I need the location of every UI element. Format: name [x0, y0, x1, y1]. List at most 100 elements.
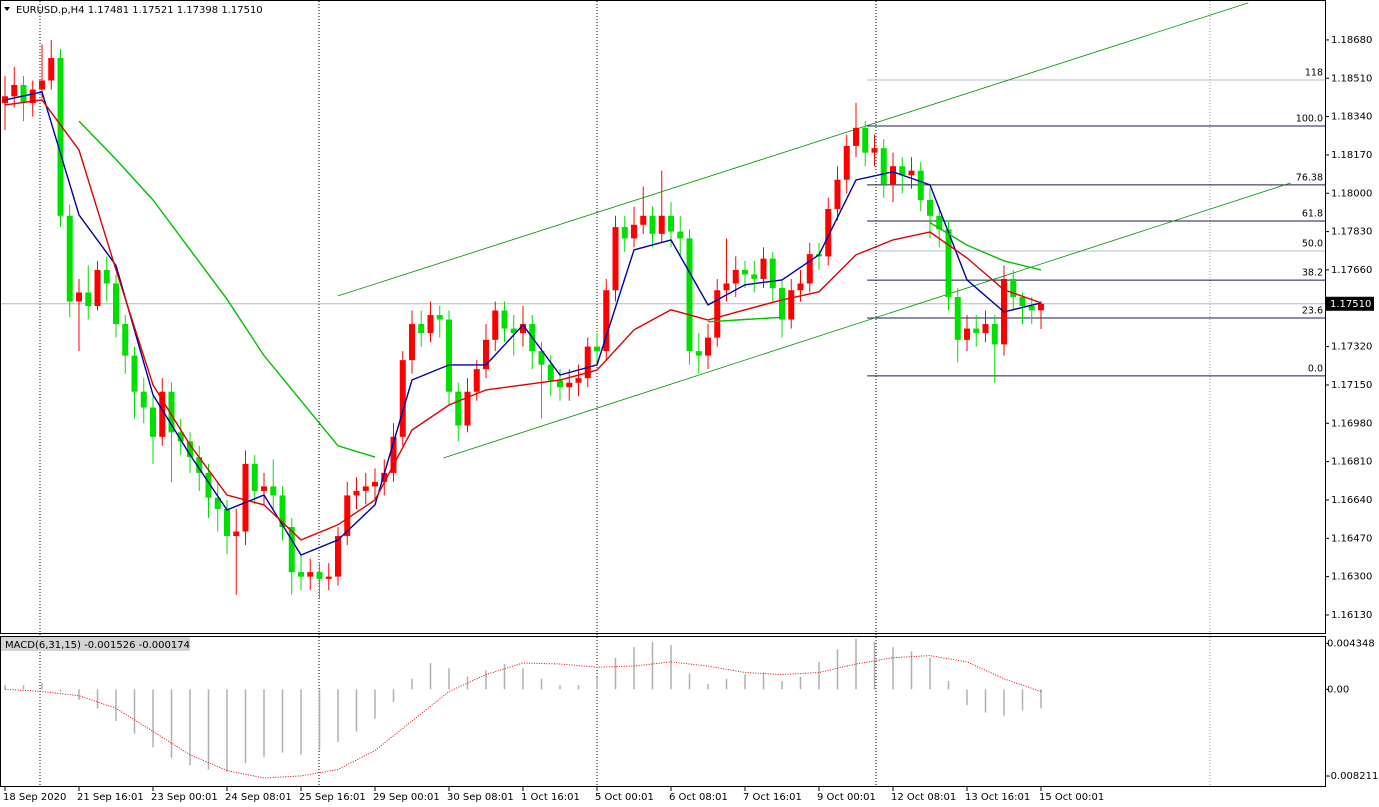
macd-bar: [836, 649, 839, 690]
x-tick-label: 6 Oct 08:01: [669, 792, 728, 803]
candle-body: [510, 328, 517, 334]
candle-body: [954, 296, 961, 340]
candle-body: [658, 215, 665, 234]
x-tick-label: 12 Oct 08:01: [891, 792, 956, 803]
candle-body: [945, 229, 952, 297]
candle-body: [103, 269, 110, 284]
x-tick-label: 15 Oct 00:01: [1039, 792, 1104, 803]
macd-bar: [799, 676, 802, 690]
candle-body: [908, 170, 915, 176]
macd-bar: [355, 689, 358, 732]
macd-bar: [966, 689, 968, 706]
candle-body: [48, 57, 55, 81]
macd-bar: [670, 645, 672, 690]
x-tick-label: 30 Sep 08:01: [447, 792, 514, 803]
y-tick-label: 1.16810: [1331, 457, 1372, 468]
candle-body: [436, 315, 443, 320]
fib-label: 118: [1305, 68, 1323, 79]
candle-body: [298, 572, 304, 577]
menu-triangle[interactable]: [4, 7, 10, 11]
candle-body: [973, 328, 980, 334]
fib-label: 76.38: [1296, 172, 1323, 183]
y-tick-label: 1.17150: [1331, 380, 1372, 391]
candle-body: [122, 324, 129, 356]
candle-body: [964, 328, 970, 340]
candle-body: [1028, 306, 1035, 311]
fib-label: 61.8: [1302, 208, 1323, 219]
candle-body: [353, 490, 360, 496]
candle-body: [871, 148, 878, 153]
y-tick-label: 1.17660: [1331, 265, 1372, 276]
candle-body: [612, 227, 619, 291]
macd-bar: [818, 661, 820, 690]
macd-bar: [984, 689, 987, 713]
candle-body: [76, 292, 82, 302]
candle-body: [788, 290, 795, 320]
candle-body: [1038, 303, 1044, 311]
macd-bar: [522, 668, 524, 690]
candle-body: [695, 351, 702, 356]
macd-bar: [22, 685, 25, 690]
candle-body: [760, 258, 767, 279]
x-tick-label: 9 Oct 00:01: [817, 792, 876, 803]
candle-body: [214, 497, 221, 509]
macd-bar: [873, 641, 876, 690]
y-tick-label: 1.17830: [1331, 227, 1372, 238]
candle-body: [57, 57, 64, 216]
candle-body: [242, 463, 249, 532]
macd-bar: [466, 676, 469, 690]
macd-bar: [762, 672, 765, 690]
candle-body: [150, 407, 156, 437]
x-tick-label: 24 Sep 08:01: [225, 792, 292, 803]
macd-bar: [485, 670, 487, 690]
candle-body: [834, 179, 841, 210]
macd-bar: [633, 647, 635, 690]
candle-body: [140, 391, 147, 408]
current-price-label: 1.17510: [1330, 299, 1371, 310]
candle-body: [797, 283, 804, 291]
candle-body: [538, 351, 545, 365]
candle-body: [547, 364, 554, 381]
candle-body: [843, 145, 850, 180]
macd-bar: [651, 641, 654, 690]
candle-body: [39, 80, 45, 90]
y-tick-label: 1.17320: [1331, 342, 1372, 353]
candle-body: [399, 360, 406, 437]
candle-body: [94, 269, 101, 307]
macd-bar: [559, 685, 561, 690]
macd-bar: [226, 689, 228, 772]
candle-body: [381, 472, 388, 482]
x-tick-label: 13 Oct 16:01: [965, 792, 1030, 803]
macd-bar: [207, 689, 210, 770]
candle-body: [196, 457, 203, 473]
macd-bar: [910, 651, 913, 690]
current-price-box: [1326, 296, 1374, 311]
candle-body: [261, 486, 267, 491]
macd-bar: [1021, 689, 1024, 711]
fib-label: 23.6: [1302, 305, 1323, 316]
candle-body: [233, 531, 240, 537]
period-separators: [39, 1, 1211, 786]
y-tick-label: 1.16640: [1331, 495, 1372, 506]
candle-body: [390, 436, 397, 473]
candle-body: [279, 495, 286, 528]
candle-body: [917, 170, 924, 201]
y-tick-label: 1.16980: [1331, 418, 1372, 429]
candle-body: [85, 292, 92, 307]
y-tick-label: 1.18340: [1331, 112, 1372, 123]
candle-body: [899, 166, 906, 176]
macd-bar: [429, 662, 432, 690]
macd-bar: [281, 689, 284, 753]
macd-bar: [448, 668, 450, 690]
candle-body: [446, 319, 452, 392]
macd-bar: [577, 685, 580, 690]
macd-bar: [152, 689, 154, 748]
macd-bar: [540, 678, 543, 690]
candle-body: [251, 463, 258, 491]
fib-label: 50.0: [1302, 238, 1323, 249]
candle-body: [862, 127, 869, 153]
y-tick-label: 1.16300: [1331, 572, 1372, 583]
candle-body: [649, 215, 656, 234]
